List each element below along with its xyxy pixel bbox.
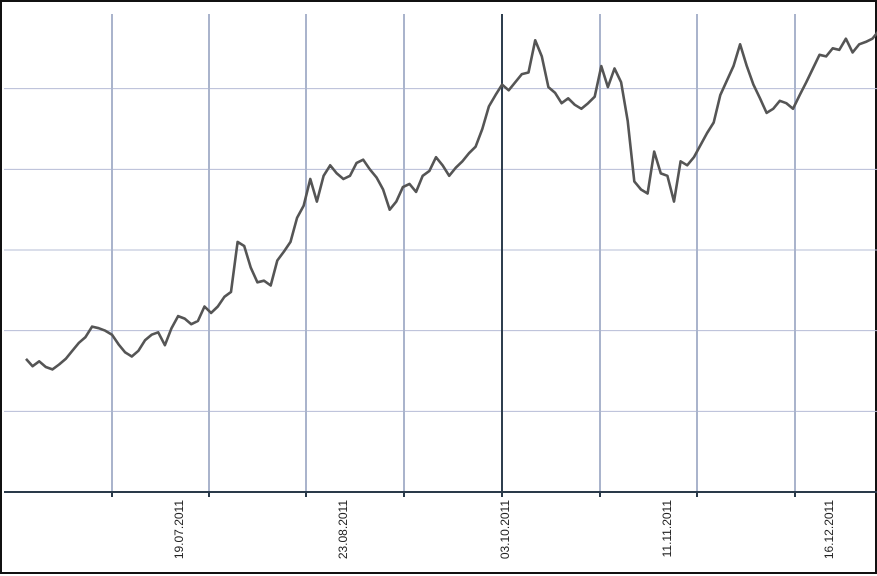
- x-tick-label: 16.12.2011: [822, 500, 836, 559]
- x-tick-label: 03.10.2011: [498, 500, 512, 559]
- x-tick-label: 19.07.2011: [172, 500, 186, 559]
- x-tick-label: 11.11.2011: [660, 500, 674, 558]
- x-axis-tick-labels: 19.07.2011 23.08.2011 03.10.2011 11.11.2011…: [172, 500, 836, 559]
- series-line: [25, 30, 877, 371]
- horizontal-gridlines: [4, 88, 877, 412]
- x-axis-ticks: [111, 492, 796, 497]
- vertical-gridlines: [111, 14, 796, 492]
- x-tick-label: 23.08.2011: [336, 500, 350, 559]
